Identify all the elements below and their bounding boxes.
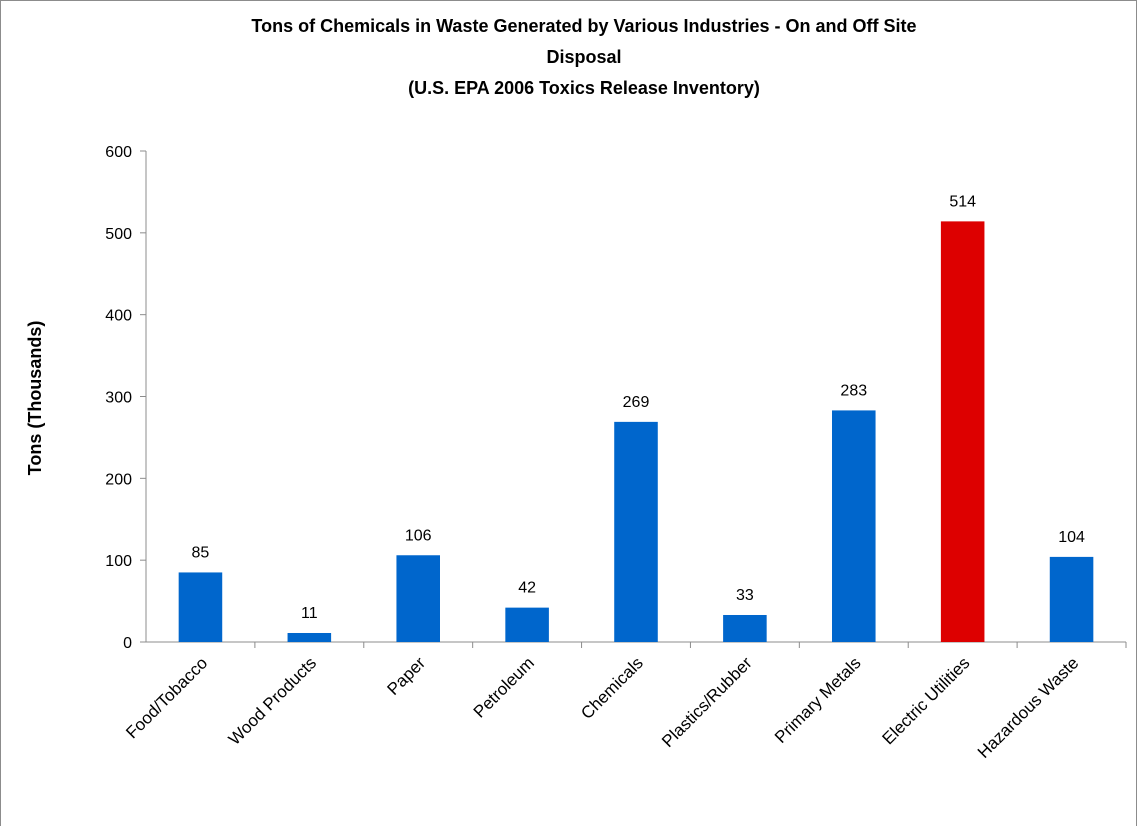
chart-title-line-1: Tons of Chemicals in Waste Generated by … (251, 16, 916, 36)
x-category-label-primary-metals: Primary Metals (771, 653, 865, 747)
bar-wood-products (287, 632, 332, 642)
data-label-electric-utilities: 514 (949, 193, 976, 210)
data-label-food-tobacco: 85 (192, 544, 210, 561)
bar-paper (396, 555, 440, 642)
bar-chemicals (614, 421, 658, 642)
x-category-label-hazardous-waste: Hazardous Waste (974, 653, 1083, 762)
data-label-wood-products: 11 (301, 605, 318, 622)
y-tick-label: 0 (123, 635, 132, 652)
data-label-paper: 106 (405, 527, 432, 544)
bar-primary-metals (832, 410, 876, 642)
bar-petroleum (505, 607, 549, 642)
data-label-hazardous-waste: 104 (1058, 529, 1085, 546)
y-tick-label: 300 (105, 390, 132, 407)
x-category-label-electric-utilities: Electric Utilities (879, 653, 974, 748)
x-category-label-petroleum: Petroleum (470, 653, 538, 721)
bar-electric-utilities (940, 221, 985, 643)
y-tick-label: 400 (105, 308, 132, 325)
x-category-label-food-tobacco: Food/Tobacco (122, 653, 211, 742)
y-tick-label: 500 (105, 226, 132, 243)
bar-plastics-rubber (723, 614, 767, 642)
data-label-primary-metals: 283 (840, 382, 867, 399)
bar-food-tobacco (178, 572, 223, 642)
x-category-label-paper: Paper (384, 653, 430, 699)
y-tick-label: 100 (105, 553, 132, 570)
y-axis-title: Tons (Thousands) (25, 321, 45, 476)
y-tick-label: 200 (105, 471, 132, 488)
x-category-label-plastics-rubber: Plastics/Rubber (658, 653, 756, 751)
y-tick-label: 600 (105, 144, 132, 161)
data-label-petroleum: 42 (518, 580, 536, 597)
chart-title-line-3: (U.S. EPA 2006 Toxics Release Inventory) (408, 78, 760, 98)
bar-hazardous-waste (1049, 556, 1094, 642)
data-label-chemicals: 269 (623, 394, 650, 411)
data-label-plastics-rubber: 33 (736, 587, 754, 604)
chart-title-line-2: Disposal (546, 47, 621, 67)
x-category-label-wood-products: Wood Products (225, 653, 320, 748)
x-category-label-chemicals: Chemicals (577, 653, 647, 723)
